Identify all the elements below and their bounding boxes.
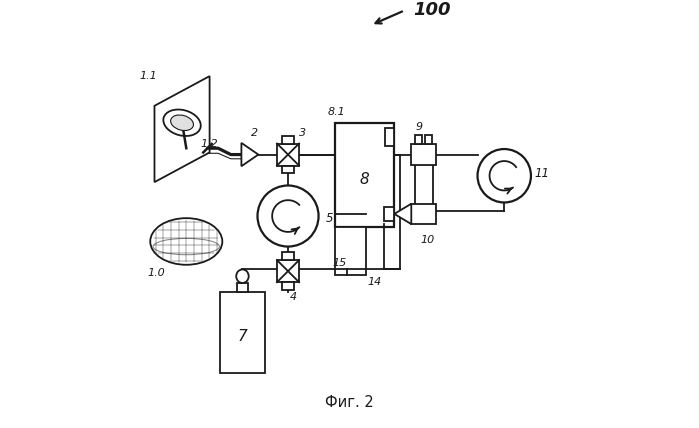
- Ellipse shape: [236, 270, 249, 283]
- Bar: [282, 282, 294, 290]
- Text: 3: 3: [299, 128, 306, 138]
- Text: 4: 4: [289, 292, 296, 302]
- Text: 11: 11: [534, 167, 549, 180]
- Bar: [335, 227, 366, 275]
- Ellipse shape: [171, 115, 194, 131]
- Text: 5: 5: [326, 212, 333, 225]
- Circle shape: [477, 149, 531, 202]
- Bar: [384, 128, 394, 146]
- Text: 7: 7: [238, 329, 247, 344]
- Circle shape: [257, 185, 319, 247]
- Ellipse shape: [150, 218, 222, 265]
- Bar: [335, 123, 394, 227]
- Bar: [411, 144, 436, 165]
- Polygon shape: [154, 76, 210, 182]
- Ellipse shape: [164, 110, 201, 136]
- Text: 8: 8: [359, 172, 369, 187]
- Bar: [237, 283, 248, 292]
- Bar: [282, 166, 294, 173]
- Polygon shape: [394, 204, 411, 224]
- Text: 2: 2: [252, 128, 259, 138]
- Text: 14: 14: [368, 277, 382, 287]
- Text: Фиг. 2: Фиг. 2: [325, 395, 374, 410]
- Text: 1.1: 1.1: [139, 71, 157, 81]
- Text: 1.0: 1.0: [147, 268, 166, 278]
- Polygon shape: [277, 143, 299, 166]
- Bar: [220, 292, 265, 373]
- Polygon shape: [241, 143, 259, 166]
- Bar: [415, 135, 422, 144]
- Polygon shape: [277, 260, 299, 282]
- Text: 100: 100: [413, 1, 451, 19]
- Text: 9: 9: [416, 122, 423, 132]
- Text: 15: 15: [333, 258, 347, 268]
- Bar: [411, 204, 436, 224]
- Bar: [282, 253, 294, 260]
- Text: 10: 10: [421, 235, 435, 245]
- Text: 1.2: 1.2: [201, 139, 219, 149]
- Bar: [282, 136, 294, 143]
- Bar: [384, 207, 394, 221]
- Bar: [425, 135, 432, 144]
- Text: 8.1: 8.1: [328, 107, 346, 117]
